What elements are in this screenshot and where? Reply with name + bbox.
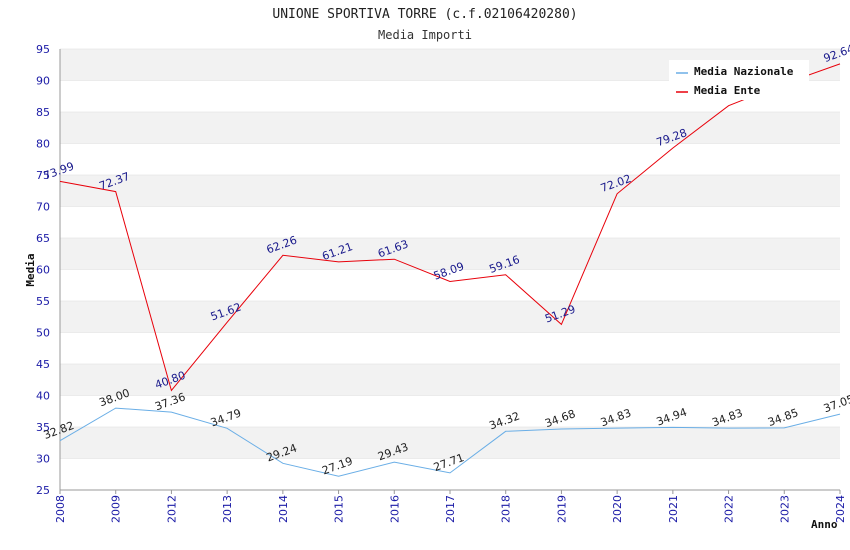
x-tick-label: 2013 bbox=[221, 495, 234, 523]
grid-band bbox=[60, 206, 840, 238]
grid-band bbox=[60, 269, 840, 301]
grid-band bbox=[60, 301, 840, 333]
x-tick-label: 2019 bbox=[555, 495, 568, 523]
y-tick-label: 95 bbox=[36, 43, 50, 56]
legend-label-nazionale: Media Nazionale bbox=[694, 65, 794, 78]
y-axis-label: Media bbox=[24, 253, 37, 286]
grid-band bbox=[60, 175, 840, 207]
x-axis-label: Anno bbox=[811, 518, 838, 531]
y-tick-label: 60 bbox=[36, 264, 50, 277]
y-tick-label: 70 bbox=[36, 201, 50, 214]
chart-subtitle: Media Importi bbox=[378, 28, 472, 42]
y-tick-label: 45 bbox=[36, 358, 50, 371]
series-line-ente bbox=[59, 63, 841, 392]
x-tick-label: 2014 bbox=[277, 495, 290, 523]
y-tick-label: 50 bbox=[36, 327, 50, 340]
y-tick-label: 55 bbox=[36, 295, 50, 308]
x-tick-label: 2020 bbox=[611, 495, 624, 523]
y-tick-label: 75 bbox=[36, 169, 50, 182]
y-tick-label: 90 bbox=[36, 75, 50, 88]
series-line-nazionale bbox=[59, 407, 841, 477]
grid-band bbox=[60, 458, 840, 490]
y-tick-label: 35 bbox=[36, 421, 50, 434]
y-tick-label: 25 bbox=[36, 484, 50, 497]
x-tick-label: 2016 bbox=[388, 495, 401, 523]
y-tick-label: 80 bbox=[36, 138, 50, 151]
x-tick-label: 2021 bbox=[667, 495, 680, 523]
x-tick-label: 2017 bbox=[444, 495, 457, 523]
x-tick-label: 2018 bbox=[500, 495, 513, 523]
grid-band bbox=[60, 364, 840, 396]
x-tick-label: 2022 bbox=[723, 495, 736, 523]
y-tick-label: 30 bbox=[36, 453, 50, 466]
x-axis-ticks: 2008 2009 2012 2013 2014 2015 2016 2017 2018 2019… bbox=[54, 490, 847, 523]
legend: Media Nazionale Media Ente bbox=[669, 60, 809, 100]
chart-title: UNIONE SPORTIVA TORRE (c.f.02106420280) bbox=[272, 7, 577, 22]
y-tick-label: 40 bbox=[36, 390, 50, 403]
grid-band bbox=[60, 332, 840, 364]
grid-band bbox=[60, 143, 840, 175]
x-tick-label: 2024 bbox=[834, 495, 847, 523]
series-lines bbox=[59, 63, 841, 477]
y-tick-label: 85 bbox=[36, 106, 50, 119]
plot-background bbox=[59, 48, 840, 491]
x-tick-label: 2012 bbox=[165, 495, 178, 523]
x-tick-label: 2015 bbox=[333, 495, 346, 523]
grid-band bbox=[60, 395, 840, 427]
x-tick-label: 2023 bbox=[778, 495, 791, 523]
x-tick-label: 2008 bbox=[54, 495, 67, 523]
legend-box bbox=[669, 60, 809, 100]
x-tick-label: 2009 bbox=[110, 495, 123, 523]
grid-band bbox=[60, 112, 840, 144]
y-axis-ticks: 25 30 35 40 45 50 55 60 65 70 75 80 85 90 95 bbox=[36, 43, 50, 497]
grid-band bbox=[60, 427, 840, 459]
y-tick-label: 65 bbox=[36, 232, 50, 245]
grid-band bbox=[60, 238, 840, 270]
legend-label-ente: Media Ente bbox=[694, 84, 761, 97]
